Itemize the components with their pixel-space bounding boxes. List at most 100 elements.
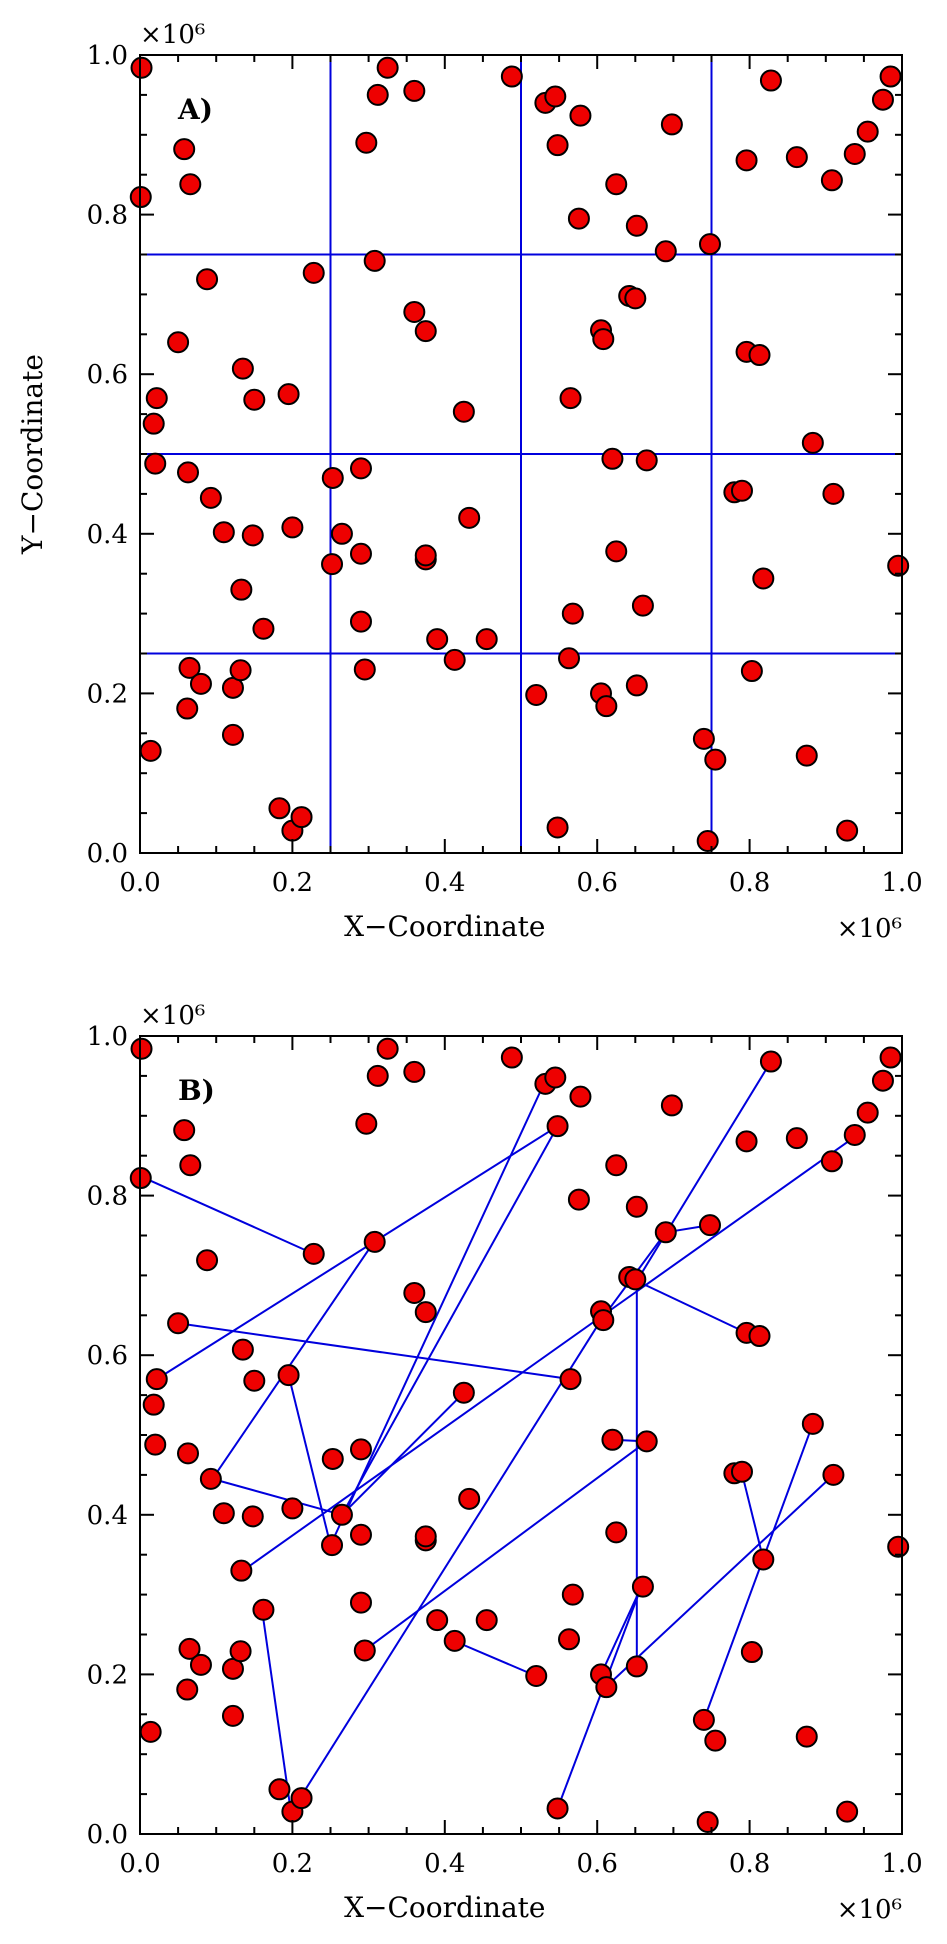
link-segment — [604, 1474, 835, 1689]
y-tick-label: 0.2 — [87, 1660, 128, 1690]
y-tick-label: 0.8 — [87, 201, 128, 231]
data-point — [561, 602, 584, 625]
data-point — [631, 1575, 654, 1598]
data-point — [176, 697, 199, 720]
data-point — [130, 1037, 153, 1060]
data-point — [567, 1188, 590, 1211]
data-point — [366, 1064, 389, 1087]
data-point — [349, 1591, 372, 1614]
y-tick-label: 1.0 — [87, 1022, 128, 1052]
x-tick-label: 0.2 — [272, 868, 313, 898]
data-point — [735, 1130, 758, 1153]
data-point — [212, 521, 235, 544]
data-point — [281, 1497, 304, 1520]
link-segment — [362, 1440, 648, 1653]
x-tick-label: 0.6 — [577, 1849, 618, 1879]
x-tick-label: 0.2 — [272, 1849, 313, 1879]
data-point — [569, 104, 592, 127]
data-point — [144, 452, 167, 475]
data-point — [229, 659, 252, 682]
data-point — [196, 1249, 219, 1272]
data-point — [625, 1655, 648, 1678]
x-multiplier-label: ×10⁶ — [837, 1895, 902, 1925]
data-point — [879, 1046, 902, 1069]
data-point — [189, 1653, 212, 1676]
data-point — [414, 1301, 437, 1324]
data-point — [353, 658, 376, 681]
data-point — [605, 173, 628, 196]
data-point — [178, 656, 201, 679]
y-tick-label: 0.0 — [87, 839, 128, 869]
data-point — [748, 1325, 771, 1348]
data-point — [179, 1154, 202, 1177]
data-point — [660, 113, 683, 136]
data-point — [230, 578, 253, 601]
data-point — [349, 457, 372, 480]
y-tick-label: 1.0 — [87, 41, 128, 71]
data-point — [321, 1534, 344, 1557]
data-point — [822, 482, 845, 505]
data-point — [403, 300, 426, 323]
data-point — [546, 1797, 569, 1820]
data-point — [654, 1221, 677, 1244]
data-point — [785, 146, 808, 169]
data-point — [601, 1428, 624, 1451]
data-point — [353, 1639, 376, 1662]
x-tick-label: 0.8 — [729, 1849, 770, 1879]
data-point — [475, 628, 498, 651]
data-point — [569, 1085, 592, 1108]
data-point — [660, 1094, 683, 1117]
y-axis-label: Y−Coordinate — [16, 354, 49, 555]
x-tick-label: 0.0 — [119, 1849, 160, 1879]
data-point — [142, 1393, 165, 1416]
data-point — [199, 1467, 222, 1490]
data-point — [795, 1725, 818, 1748]
data-point — [139, 1720, 162, 1743]
data-point — [820, 169, 843, 192]
data-point — [500, 1046, 523, 1069]
link-segment — [453, 1639, 537, 1677]
link-segment — [177, 1322, 571, 1381]
data-point — [321, 1447, 344, 1470]
data-point — [871, 1069, 894, 1092]
data-point — [376, 1037, 399, 1060]
data-point — [403, 1281, 426, 1304]
data-point — [625, 674, 648, 697]
data-point — [403, 79, 426, 102]
data-point — [625, 214, 648, 237]
data-point — [145, 1368, 168, 1391]
data-point — [330, 1503, 353, 1526]
data-point — [635, 1430, 658, 1453]
data-point — [475, 1609, 498, 1632]
data-point — [443, 648, 466, 671]
panel-label: B) — [178, 1074, 215, 1107]
link-segment — [287, 1374, 332, 1546]
data-point — [241, 1505, 264, 1528]
data-point — [605, 540, 628, 563]
y-tick-label: 0.6 — [87, 360, 128, 390]
link-segment — [636, 1280, 747, 1334]
link-segment — [556, 1586, 643, 1809]
data-point — [243, 1369, 266, 1392]
data-point — [785, 1127, 808, 1150]
data-point — [546, 816, 569, 839]
data-point — [363, 249, 386, 272]
data-point — [252, 617, 275, 640]
data-point — [452, 400, 475, 423]
data-point — [414, 544, 437, 567]
link-segment — [212, 1477, 343, 1516]
data-point — [277, 383, 300, 406]
data-point — [836, 1800, 859, 1823]
data-point — [698, 1214, 721, 1237]
link-segment — [741, 1473, 765, 1560]
x-multiplier-label: ×10⁶ — [837, 914, 902, 944]
link-segment — [144, 1177, 315, 1255]
data-point — [595, 695, 618, 718]
data-point — [290, 1787, 313, 1810]
data-point — [321, 466, 344, 489]
data-point — [752, 1548, 775, 1571]
data-point — [196, 268, 219, 291]
data-point — [366, 83, 389, 106]
data-point — [281, 516, 304, 539]
data-point — [624, 287, 647, 310]
